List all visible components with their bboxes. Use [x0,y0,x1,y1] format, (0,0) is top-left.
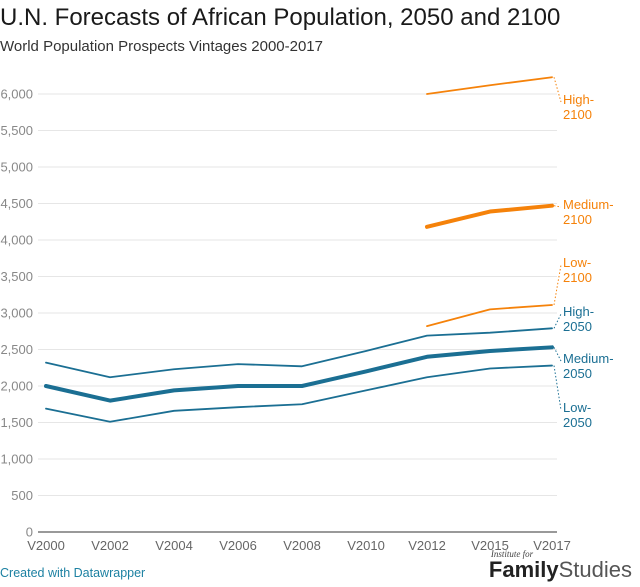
series-line-low-2050 [45,364,553,423]
y-tick-label: 2,500 [0,342,33,357]
series-label-high-2100: High- [563,92,594,107]
y-tick-label: 3,500 [0,269,33,284]
logo-family-text: Family [488,557,559,582]
y-tick-label: 1,500 [0,415,33,430]
x-tick-label: V2015 [471,538,509,553]
series-label-low-2100: 2100 [563,270,592,285]
label-connector-medium-2100 [553,205,562,208]
series-label-medium-2100: Medium- [563,197,614,212]
series-lines [44,76,554,423]
series-line-medium-2100 [425,203,554,229]
x-tick-label: V2006 [219,538,257,553]
series-line-low-2100 [426,304,553,328]
y-tick-label: 5,500 [0,123,33,138]
series-label-low-2100: Low- [563,255,591,270]
label-connector-high-2050 [553,313,562,329]
y-tick-label: 2,000 [0,379,33,394]
series-label-high-2100: 2100 [563,107,592,122]
x-tick-label: V2002 [91,538,129,553]
y-tick-label: 500 [11,488,33,503]
x-tick-label: V2017 [533,538,571,553]
series-label-medium-2100: 2100 [563,212,592,227]
y-tick-label: 4,000 [0,233,33,248]
series-line-high-2100 [426,76,553,95]
series-label-medium-2050: Medium- [563,351,614,366]
x-tick-label: V2008 [283,538,321,553]
y-tick-label: 6,000 [0,87,33,102]
chart-subtitle: World Population Prospects Vintages 2000… [0,38,323,55]
series-line-medium-2050 [44,345,554,403]
label-connector-high-2100 [553,77,562,103]
gridlines [38,93,557,533]
ifs-logo: Institute for FamilyStudies [489,549,632,581]
y-tick-label: 5,000 [0,160,33,175]
y-axis-ticks: 0 500 1,000 1,500 2,000 2,500 3,000 3,500 4,000 4… [0,87,33,540]
label-connector-low-2100 [553,264,562,306]
y-tick-label: 3,000 [0,306,33,321]
logo-main-text: FamilyStudies [489,559,632,581]
logo-studies-text: Studies [558,557,632,582]
label-connector-medium-2050 [553,347,562,362]
series-label-low-2050: Low- [563,400,591,415]
x-tick-label: V2000 [27,538,65,553]
y-tick-label: 0 [26,525,33,540]
series-label-high-2050: High- [563,304,594,319]
chart-title: U.N. Forecasts of African Population, 20… [0,4,561,31]
label-connector-low-2050 [553,365,562,411]
series-label-medium-2050: 2050 [563,366,592,381]
datawrapper-credit-link[interactable]: Created with Datawrapper [0,566,146,580]
x-tick-label: V2010 [347,538,385,553]
x-tick-label: V2004 [155,538,193,553]
y-tick-label: 1,000 [0,452,33,467]
x-axis-ticks: V2000 V2002 V2004 V2006 V2008 V2010 V2012 V2015… [27,538,571,553]
series-label-high-2050: 2050 [563,319,592,334]
x-tick-label: V2012 [408,538,446,553]
series-label-low-2050: 2050 [563,415,592,430]
y-tick-label: 4,500 [0,196,33,211]
logo-institute-text: Institute for [490,549,534,559]
series-labels: High-2100Medium-2100Low-2100High-2050Med… [553,77,614,430]
